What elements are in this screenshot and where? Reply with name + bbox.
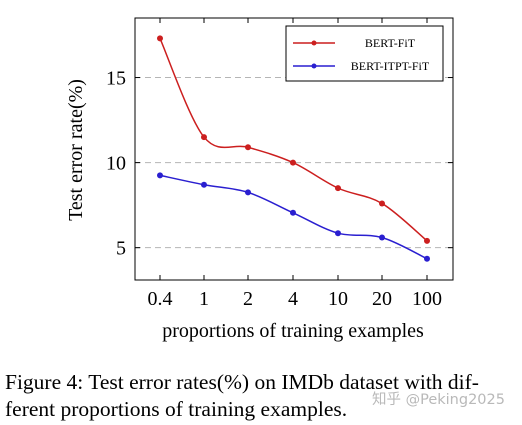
- series-line-bert-itpt-fit: [159, 174, 428, 260]
- x-tick-label: 100: [412, 288, 442, 310]
- data-point-bert-fit: [379, 200, 385, 207]
- data-point-bert-itpt-fit: [157, 172, 163, 179]
- y-axis-label: Test error rate(%): [65, 79, 87, 221]
- x-tick-label: 4: [288, 288, 298, 310]
- legend-box: [285, 25, 444, 82]
- data-point-bert-fit: [424, 237, 430, 244]
- series-layer: [157, 35, 430, 262]
- data-point-bert-itpt-fit: [424, 255, 430, 262]
- y-tick-label: 5: [116, 238, 126, 260]
- caption-line-1: Figure 4: Test error rates(%) on IMDb da…: [5, 370, 479, 394]
- data-point-bert-fit: [201, 134, 207, 141]
- x-tick-label: 10: [328, 288, 348, 310]
- y-tick-label: 10: [106, 153, 126, 175]
- watermark: 知乎 @Peking2025: [372, 392, 505, 408]
- x-tick-label: 1: [199, 288, 209, 310]
- legend-label-bert-fit: BERT-FiT: [365, 36, 416, 50]
- legend-marker-bert-itpt-fit: [311, 63, 317, 69]
- x-tick-label: 2: [243, 288, 253, 310]
- data-point-bert-itpt-fit: [201, 181, 207, 188]
- data-point-bert-fit: [245, 144, 251, 151]
- line-chart: 5 10 15 0.4 1 2 4 10 20 100 proportions of traini…: [65, 17, 454, 342]
- data-point-bert-fit: [290, 159, 296, 166]
- x-tick-label: 0.4: [148, 288, 173, 310]
- x-axis-label: proportions of training examples: [162, 320, 424, 342]
- x-tick-label: 20: [372, 288, 392, 310]
- axis-ticks: 5 10 15 0.4 1 2 4 10 20 100: [106, 18, 453, 310]
- caption-line-2: ferent proportions of training examples.: [5, 397, 348, 421]
- legend-marker-bert-fit: [311, 40, 317, 46]
- data-point-bert-itpt-fit: [290, 209, 296, 216]
- y-tick-label: 15: [106, 68, 126, 90]
- data-point-bert-itpt-fit: [335, 230, 341, 237]
- data-point-bert-fit: [157, 35, 163, 42]
- legend: BERT-FiT BERT-ITPT-FiT: [285, 25, 444, 82]
- data-point-bert-itpt-fit: [245, 189, 251, 196]
- legend-label-bert-itpt-fit: BERT-ITPT-FiT: [351, 59, 430, 73]
- data-point-bert-itpt-fit: [379, 234, 385, 241]
- figure-caption: Figure 4: Test error rates(%) on IMDb da…: [5, 369, 517, 423]
- data-point-bert-fit: [335, 185, 341, 192]
- plot-frame: [134, 17, 454, 281]
